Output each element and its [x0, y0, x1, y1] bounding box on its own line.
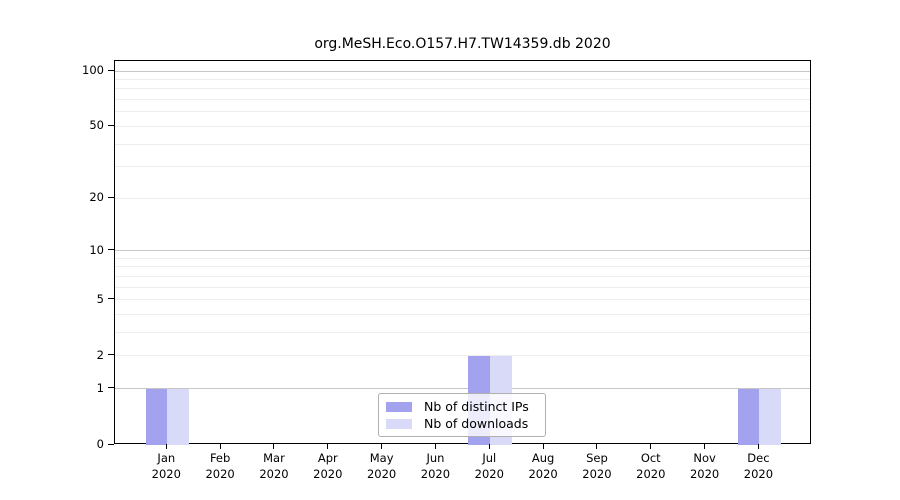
- grid-line-40: [115, 143, 810, 145]
- grid-line-8: [115, 266, 810, 268]
- x-tick-mar: [273, 444, 275, 449]
- x-tick-label-year-nov: 2020: [689, 467, 720, 481]
- x-tick-sep: [596, 444, 598, 449]
- grid-line-70: [115, 99, 810, 101]
- x-tick-label-year-feb: 2020: [205, 467, 235, 481]
- grid-line-3: [115, 332, 810, 334]
- x-tick-label-month-sep: Sep: [586, 451, 608, 465]
- x-tick-nov: [704, 444, 706, 449]
- x-tick-label-year-jul: 2020: [474, 467, 504, 481]
- x-tick-label-month-aug: Aug: [531, 451, 555, 465]
- y-tick-label-1: 1: [96, 380, 104, 395]
- x-tick-label-year-may: 2020: [366, 467, 397, 481]
- x-tick-label-year-sep: 2020: [582, 467, 612, 481]
- y-tick-label-0: 0: [96, 437, 104, 451]
- x-tick-label-jun: Jun 2020: [407, 450, 463, 482]
- legend-swatch-nb-of-downloads: [386, 418, 412, 429]
- y-tick-label-50: 50: [89, 118, 104, 133]
- x-tick-label-year-dec: 2020: [743, 467, 774, 481]
- grid-line-80: [115, 88, 810, 90]
- x-tick-label-nov: Nov 2020: [677, 450, 733, 482]
- x-tick-label-feb: Feb 2020: [192, 450, 248, 482]
- x-tick-label-month-oct: Oct: [640, 451, 661, 465]
- x-tick-label-year-jan: 2020: [151, 467, 181, 481]
- bars-layer: [115, 61, 810, 445]
- grid-line-100: [115, 70, 810, 72]
- x-tick-label-month-may: May: [369, 451, 394, 465]
- bar-nb-of-distinct-ips-dec: [737, 388, 760, 445]
- y-tick-label-100: 100: [82, 63, 104, 78]
- x-tick-label-aug: Aug 2020: [515, 450, 571, 482]
- x-tick-label-may: May 2020: [354, 450, 410, 482]
- grid-line-30: [115, 166, 810, 168]
- x-tick-feb: [219, 444, 221, 449]
- x-tick-aug: [542, 444, 544, 449]
- legend-item-nb-of-distinct-ips: Nb of distinct IPs: [386, 399, 538, 414]
- grid-line-20: [115, 197, 810, 199]
- y-tick-label-2: 2: [96, 347, 104, 362]
- legend-item-nb-of-downloads: Nb of downloads: [386, 416, 538, 431]
- legend-label-nb-of-distinct-ips: Nb of distinct IPs: [424, 399, 529, 414]
- grid-line-60: [115, 111, 810, 113]
- legend-swatch-nb-of-distinct-ips: [386, 401, 412, 412]
- x-tick-apr: [327, 444, 329, 449]
- grid-line-7: [115, 275, 810, 277]
- x-tick-label-jan: Jan 2020: [138, 450, 194, 482]
- grid-line-5: [115, 299, 810, 301]
- plot-area: Nb of distinct IPs Nb of downloads: [114, 60, 811, 445]
- x-tick-label-year-aug: 2020: [528, 467, 558, 481]
- x-tick-label-month-apr: Apr: [317, 451, 338, 465]
- legend-label-nb-of-downloads: Nb of downloads: [424, 416, 529, 431]
- x-tick-label-mar: Mar 2020: [246, 450, 302, 482]
- x-tick-label-year-oct: 2020: [636, 467, 666, 481]
- x-tick-label-month-feb: Feb: [209, 451, 231, 465]
- x-tick-label-year-jun: 2020: [420, 467, 451, 481]
- grid-line-6: [115, 286, 810, 288]
- x-tick-label-month-jun: Jun: [426, 451, 445, 465]
- x-tick-label-apr: Apr 2020: [300, 450, 356, 482]
- y-tick-label-20: 20: [89, 190, 104, 205]
- x-tick-label-dec: Dec 2020: [730, 450, 786, 482]
- grid-line-10: [115, 250, 810, 252]
- grid-line-9: [115, 257, 810, 259]
- x-tick-label-month-jul: Jul: [482, 451, 497, 465]
- x-tick-oct: [650, 444, 652, 449]
- y-tick-label-5: 5: [96, 291, 104, 306]
- bar-nb-of-downloads-jan: [167, 388, 190, 445]
- x-tick-jun: [434, 444, 436, 449]
- bar-nb-of-downloads-dec: [759, 388, 782, 445]
- x-tick-label-year-mar: 2020: [259, 467, 289, 481]
- grid-line-2: [115, 355, 810, 357]
- x-tick-label-month-mar: Mar: [263, 451, 285, 465]
- x-tick-label-oct: Oct 2020: [623, 450, 679, 482]
- x-tick-label-month-jan: Jan: [157, 451, 176, 465]
- grid-layer: [115, 61, 810, 443]
- grid-line-4: [115, 314, 810, 316]
- grid-line-1: [115, 388, 810, 390]
- x-tick-label-month-dec: Dec: [747, 451, 770, 465]
- x-tick-may: [381, 444, 383, 449]
- y-tick-label-10: 10: [89, 242, 104, 257]
- legend: Nb of distinct IPs Nb of downloads: [378, 393, 546, 437]
- grid-line-90: [115, 78, 810, 80]
- x-tick-label-month-nov: Nov: [693, 451, 716, 465]
- x-tick-label-jul: Jul 2020: [461, 450, 517, 482]
- grid-line-50: [115, 125, 810, 127]
- bar-nb-of-distinct-ips-jan: [145, 388, 168, 445]
- chart-title: org.MeSH.Eco.O157.H7.TW14359.db 2020: [314, 36, 611, 52]
- x-tick-label-sep: Sep 2020: [569, 450, 625, 482]
- x-tick-label-year-apr: 2020: [313, 467, 343, 481]
